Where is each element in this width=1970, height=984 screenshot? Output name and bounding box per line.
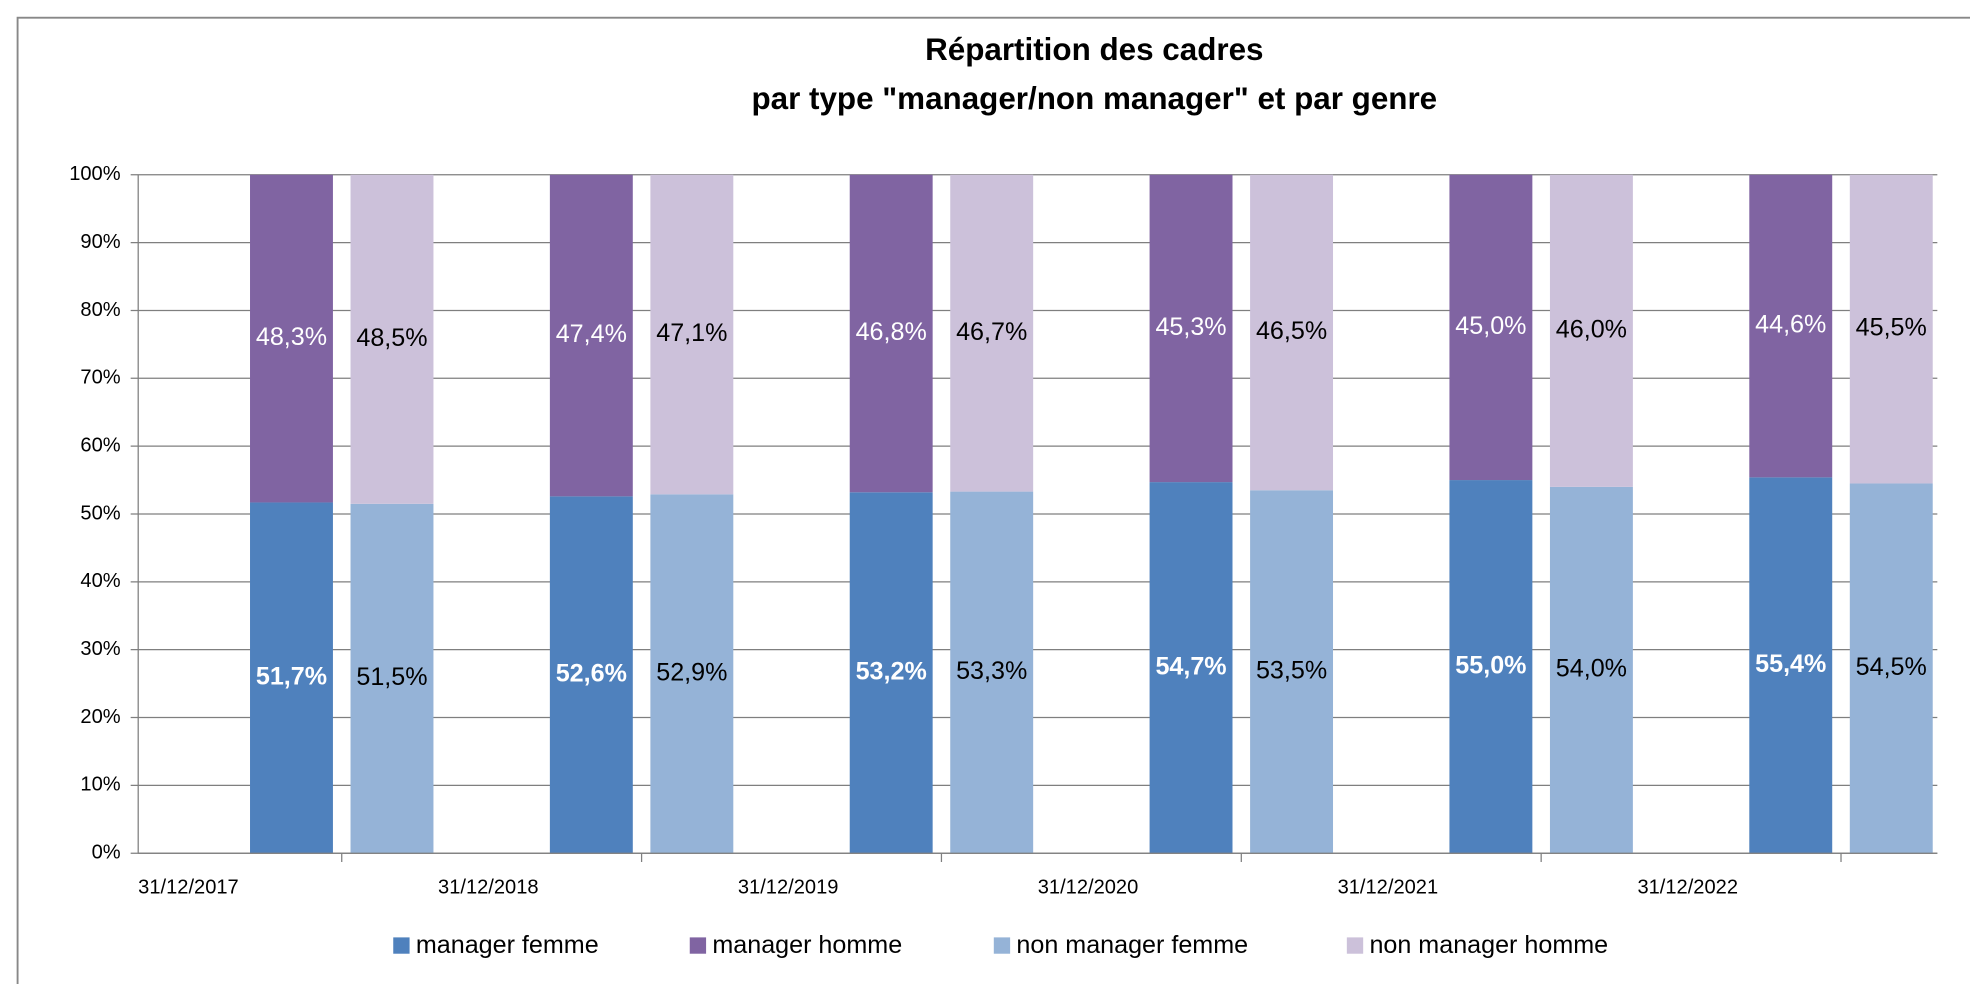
bar-segment — [950, 491, 1034, 854]
data-label: 51,5% — [356, 663, 427, 691]
data-label: 45,0% — [1455, 312, 1526, 340]
legend-label: manager homme — [712, 931, 902, 959]
y-tick-label: 70% — [80, 367, 120, 389]
x-tick-label: 31/12/2017 — [138, 877, 239, 899]
bar-segment — [1250, 174, 1334, 491]
bar-segment — [1149, 482, 1233, 854]
bar-segment — [1749, 174, 1833, 478]
bar-segment — [650, 494, 734, 854]
y-tick-label: 10% — [80, 774, 120, 796]
y-tick-label: 80% — [80, 299, 120, 321]
x-tick-label: 31/12/2020 — [1038, 877, 1139, 899]
data-label: 53,3% — [956, 657, 1027, 685]
legend-swatch — [689, 937, 707, 954]
chart-subtitle: par type "manager/non manager" et par ge… — [751, 81, 1437, 116]
bar-segment — [350, 503, 434, 854]
data-label: 52,9% — [656, 658, 727, 686]
bar-segment — [1549, 486, 1633, 854]
bar-segment — [250, 174, 333, 503]
data-label: 46,5% — [1256, 317, 1327, 345]
y-tick-label: 20% — [80, 706, 120, 728]
data-label: 53,5% — [1256, 656, 1327, 684]
bar-segment — [1250, 490, 1334, 854]
bar-segment — [1849, 174, 1933, 484]
bar-segment — [350, 174, 434, 504]
data-label: 46,7% — [956, 318, 1027, 346]
data-label: 45,5% — [1856, 314, 1927, 342]
y-tick-label: 100% — [69, 163, 121, 185]
data-label: 53,2% — [856, 657, 927, 685]
y-tick-label: 90% — [80, 231, 120, 253]
x-tick-label: 31/12/2022 — [1637, 877, 1738, 899]
bar-segment — [1749, 477, 1833, 854]
bar-segment — [549, 174, 633, 497]
bar-segment — [950, 174, 1034, 492]
bar-segment — [849, 492, 933, 854]
bar-segment — [1449, 174, 1533, 481]
legend-swatch — [1346, 937, 1364, 954]
data-label: 54,0% — [1556, 655, 1627, 683]
data-label: 52,6% — [556, 659, 627, 687]
legend-swatch — [993, 937, 1011, 954]
bar-segment — [650, 174, 734, 495]
y-tick-label: 40% — [80, 570, 120, 592]
data-label: 48,3% — [256, 323, 327, 351]
data-label: 47,4% — [556, 320, 627, 348]
data-label: 46,8% — [856, 318, 927, 346]
data-label: 54,7% — [1155, 652, 1226, 680]
bar-segment — [1449, 480, 1533, 854]
legend-label: non manager femme — [1016, 931, 1248, 959]
x-tick-label: 31/12/2021 — [1338, 877, 1439, 899]
legend-label: manager femme — [416, 931, 599, 959]
data-label: 54,5% — [1856, 653, 1927, 681]
data-label: 48,5% — [356, 324, 427, 352]
y-tick-label: 0% — [92, 842, 121, 864]
bar-segment — [1549, 174, 1633, 487]
data-label: 55,0% — [1455, 651, 1526, 679]
bar-segment — [250, 502, 333, 854]
legend-swatch — [393, 937, 410, 954]
x-tick-label: 31/12/2018 — [438, 877, 539, 899]
data-label: 47,1% — [656, 319, 727, 347]
x-tick-label: 31/12/2019 — [738, 877, 839, 899]
data-label: 46,0% — [1556, 315, 1627, 343]
y-tick-label: 30% — [80, 638, 120, 660]
data-label: 55,4% — [1755, 650, 1826, 678]
y-tick-label: 50% — [80, 502, 120, 524]
bar-segment — [1849, 483, 1933, 854]
bar-segment — [1149, 174, 1233, 483]
y-tick-label: 60% — [80, 434, 120, 456]
chart-title: Répartition des cadres — [925, 32, 1263, 67]
data-label: 45,3% — [1155, 313, 1226, 341]
bar-segment — [849, 174, 933, 493]
data-label: 44,6% — [1755, 311, 1826, 339]
legend-label: non manager homme — [1369, 931, 1608, 959]
bar-segment — [549, 496, 633, 854]
data-label: 51,7% — [256, 662, 327, 690]
